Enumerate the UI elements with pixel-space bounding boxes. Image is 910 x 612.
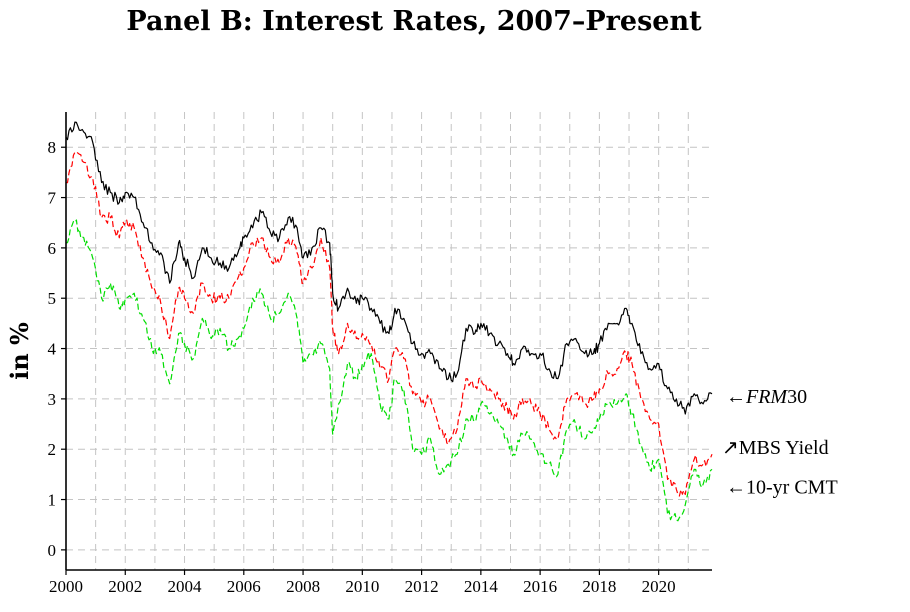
y-tick-label: 3 [48, 390, 57, 409]
x-tick-label: 2020 [642, 577, 676, 596]
x-tick-label: 2018 [582, 577, 616, 596]
grid [66, 112, 712, 570]
y-tick-label: 7 [48, 189, 57, 208]
y-tick-label: 4 [48, 340, 57, 359]
y-tick-label: 8 [48, 138, 57, 157]
series-line-frm30 [65, 121, 713, 415]
x-tick-label: 2012 [405, 577, 439, 596]
x-tick-label: 2002 [108, 577, 142, 596]
series-line-10-yr-cmt [65, 219, 713, 522]
series-line-mbs-yield [65, 151, 713, 497]
x-tick-label: 2006 [227, 577, 261, 596]
tick-labels: 2000 2002 2004 2006 2008 2010 2012 2014 2016 2018… [48, 138, 676, 596]
y-tick-label: 1 [48, 491, 57, 510]
series-lines [65, 121, 713, 522]
annotations: ←FRM30 ↗MBS Yield ←10-yr CMT [722, 386, 838, 498]
annotation-label: ←10-yr CMT [726, 476, 838, 498]
y-tick-label: 0 [48, 541, 57, 560]
y-tick-label: 2 [48, 440, 57, 459]
x-tick-label: 2008 [286, 577, 320, 596]
annotation-label: ↗MBS Yield [722, 437, 829, 459]
y-tick-label: 5 [48, 289, 57, 308]
y-axis-label: in % [5, 322, 34, 380]
chart-title: Panel B: Interest Rates, 2007–Present [126, 6, 702, 37]
x-tick-label: 2000 [49, 577, 83, 596]
axes [61, 112, 712, 575]
annotation-label: ←FRM30 [726, 386, 807, 408]
x-tick-label: 2004 [168, 577, 203, 596]
x-tick-label: 2016 [523, 577, 557, 596]
x-tick-label: 2014 [464, 577, 499, 596]
y-tick-label: 6 [48, 239, 57, 258]
x-tick-label: 2010 [345, 577, 379, 596]
